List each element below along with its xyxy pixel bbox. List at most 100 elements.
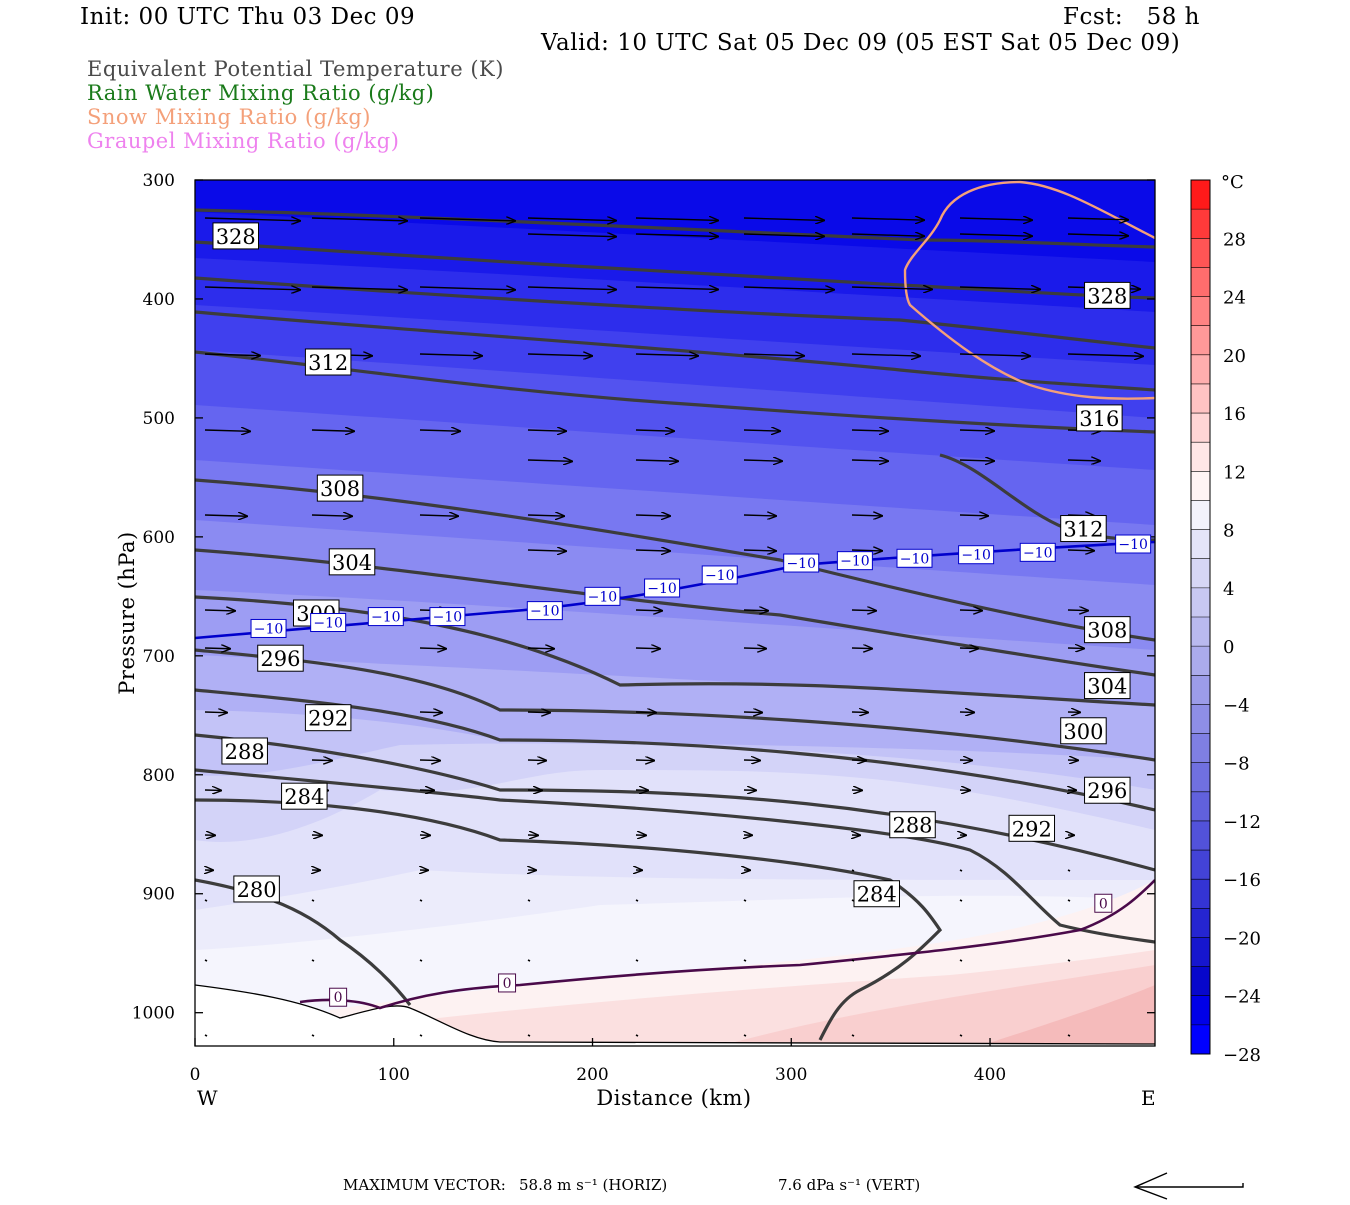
isotherm-label: −10 — [530, 604, 560, 620]
wind-vector — [636, 648, 660, 649]
max-vector-label: MAXIMUM VECTOR: — [343, 1176, 506, 1194]
wind-vector — [852, 515, 882, 516]
wind-vector — [852, 648, 872, 649]
max-vector-vert: 7.6 dPa s⁻¹ (VERT) — [778, 1176, 920, 1194]
colorbar-bin — [1191, 1025, 1210, 1055]
x-axis-west: W — [197, 1086, 218, 1110]
wind-vector — [205, 1035, 207, 1036]
wind-vector — [312, 900, 314, 901]
wind-vector — [1068, 870, 1070, 871]
wind-vector — [420, 760, 440, 761]
isotherm-label: −10 — [705, 568, 735, 584]
wind-vector — [528, 1035, 530, 1036]
wind-vector — [852, 610, 876, 611]
colorbar-unit: °C — [1221, 172, 1244, 193]
colorbar-bin — [1191, 850, 1210, 880]
wind-vector — [312, 1035, 314, 1036]
wind-vector — [636, 960, 638, 961]
colorbar-tick-label: 20 — [1223, 346, 1246, 367]
wind-vector — [960, 1035, 962, 1036]
colorbar-bin — [1191, 617, 1210, 647]
theta-e-label: 292 — [308, 707, 348, 731]
colorbar-bin — [1191, 879, 1210, 909]
wind-vector — [636, 1035, 638, 1036]
colorbar-bin — [1191, 908, 1210, 938]
colorbar-bin — [1191, 588, 1210, 618]
colorbar-tick-label: −8 — [1223, 754, 1250, 775]
isotherm-label: 0 — [1099, 896, 1108, 912]
wind-vector — [205, 900, 207, 901]
wind-vector — [420, 1035, 422, 1036]
colorbar-bin — [1191, 763, 1210, 793]
wind-vector — [1068, 960, 1070, 961]
y-tick-label: 600 — [143, 528, 175, 548]
colorbar-bin — [1191, 500, 1210, 530]
isotherm-label: −10 — [961, 548, 991, 564]
colorbar-bin — [1191, 821, 1210, 851]
isotherm-label: −10 — [840, 554, 870, 570]
wind-vector — [744, 550, 776, 551]
x-tick-label: 100 — [378, 1065, 410, 1085]
theta-e-label: 316 — [1079, 407, 1119, 431]
wind-vector — [528, 960, 530, 961]
theta-e-label: 308 — [320, 477, 360, 501]
wind-vector — [744, 712, 762, 713]
wind-vector — [1068, 460, 1100, 461]
colorbar-tick-label: 24 — [1223, 288, 1246, 309]
wind-vector — [852, 1035, 854, 1036]
isotherm-label: −10 — [1118, 537, 1148, 553]
wind-vector — [312, 960, 314, 961]
y-tick-label: 800 — [143, 766, 175, 786]
theta-e-label: 312 — [1063, 518, 1103, 542]
wind-vector — [744, 960, 746, 961]
wind-vector — [205, 610, 235, 611]
wind-vector — [528, 712, 550, 713]
theta-e-label: 304 — [1087, 675, 1127, 699]
colorbar-tick-label: −12 — [1223, 812, 1261, 833]
wind-vector — [312, 760, 332, 761]
wind-vector — [205, 712, 227, 713]
wind-vector — [528, 760, 546, 761]
x-axis-title: Distance (km) — [596, 1086, 751, 1110]
colorbar-tick-label: −16 — [1223, 870, 1261, 891]
x-tick-label: 300 — [775, 1065, 807, 1085]
isotherm-label: −10 — [313, 616, 343, 632]
wind-vector — [744, 648, 766, 649]
theta-e-label: 296 — [260, 647, 300, 671]
colorbar-bin — [1191, 704, 1210, 734]
theta-e-label: 288 — [892, 814, 932, 838]
wind-vector — [1068, 900, 1070, 901]
colorbar-bin — [1191, 326, 1210, 356]
theta-e-label: 328 — [1087, 284, 1127, 308]
wind-vector — [420, 648, 446, 649]
wind-vector — [960, 960, 962, 961]
colorbar-bin — [1191, 238, 1210, 268]
theta-e-label: 292 — [1012, 817, 1052, 841]
wind-vector — [744, 900, 746, 901]
isotherm-label: −10 — [786, 556, 816, 572]
isotherm-label: 0 — [334, 990, 343, 1006]
wind-vector — [205, 960, 207, 961]
colorbar-bin — [1191, 267, 1210, 297]
wind-vector — [636, 712, 656, 713]
colorbar-bin — [1191, 413, 1210, 443]
colorbar-tick-label: 16 — [1223, 404, 1246, 425]
colorbar-bin — [1191, 675, 1210, 705]
wind-vector — [636, 760, 654, 761]
colorbar-bin — [1191, 967, 1210, 997]
wind-vector — [420, 712, 442, 713]
colorbar-tick-label: 12 — [1223, 462, 1246, 483]
isotherm-label: −10 — [254, 621, 284, 637]
wind-vector — [1068, 610, 1088, 611]
colorbar-bin — [1191, 996, 1210, 1026]
wind-vector — [852, 960, 854, 961]
x-tick-label: 400 — [974, 1065, 1006, 1085]
wind-vector — [960, 515, 988, 516]
colorbar-tick-label: 4 — [1223, 579, 1234, 600]
colorbar-bin — [1191, 180, 1210, 210]
theta-e-label: 296 — [1087, 779, 1127, 803]
y-axis-title: Pressure (hPa) — [115, 531, 139, 694]
theta-e-label: 288 — [225, 740, 265, 764]
